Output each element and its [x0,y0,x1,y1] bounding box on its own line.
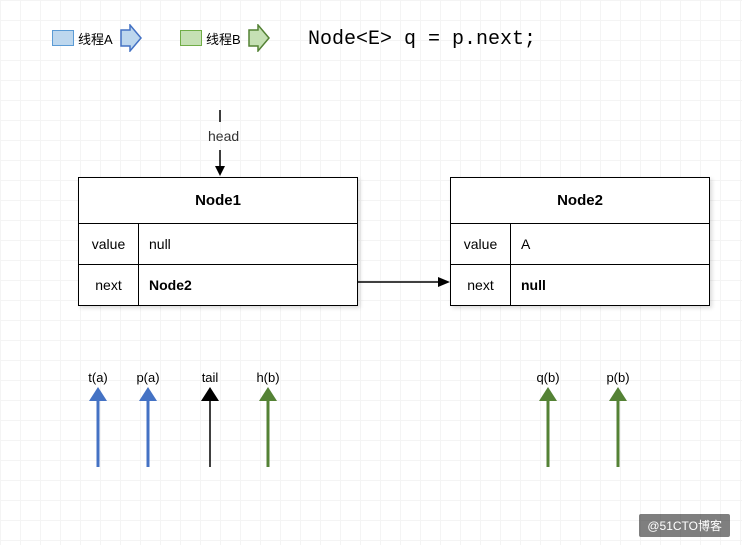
node2-key-next: next [451,265,511,305]
node2-key-value: value [451,224,511,264]
up-arrow-icon [88,387,108,467]
node2-val-next: null [511,265,709,305]
up-arrow-icon [200,387,220,467]
up-arrow-icon [608,387,628,467]
up-arrow-icon [258,387,278,467]
legend-arrow-b [248,24,270,52]
legend-label-a: 线程A [78,29,113,48]
legend-arrow-a [120,24,142,52]
pointer-h(b): h(b) [248,370,288,467]
node2-val-value: A [511,224,709,264]
node2-row-value: value A [451,224,709,265]
up-arrow-icon [538,387,558,467]
node1-row-value: value null [79,224,357,265]
pointer-q(b): q(b) [528,370,568,467]
node2-row-next: next null [451,265,709,305]
node1-val-next: Node2 [139,265,357,305]
pointer-t(a): t(a) [78,370,118,467]
node1-key-next: next [79,265,139,305]
node2-title: Node2 [451,178,709,224]
pointer-label: q(b) [528,370,568,385]
node1-key-value: value [79,224,139,264]
node1-val-value: null [139,224,357,264]
pointer-label: tail [190,370,230,385]
pointer-label: t(a) [78,370,118,385]
legend-label-b: 线程B [206,29,241,48]
code-line: Node<E> q = p.next; [308,28,536,51]
pointer-label: h(b) [248,370,288,385]
node2-box: Node2 value A next null [450,177,710,306]
watermark: @51CTO博客 [639,514,730,537]
legend-box-b [180,30,202,46]
pointer-p(b): p(b) [598,370,638,467]
pointer-label: p(a) [128,370,168,385]
node1-box: Node1 value null next Node2 [78,177,358,306]
head-arrow-icon [210,108,230,178]
connector-arrow-icon [358,274,452,290]
node1-title: Node1 [79,178,357,224]
pointer-p(a): p(a) [128,370,168,467]
pointer-label: p(b) [598,370,638,385]
legend-box-a [52,30,74,46]
up-arrow-icon [138,387,158,467]
node1-row-next: next Node2 [79,265,357,305]
pointer-tail: tail [190,370,230,467]
